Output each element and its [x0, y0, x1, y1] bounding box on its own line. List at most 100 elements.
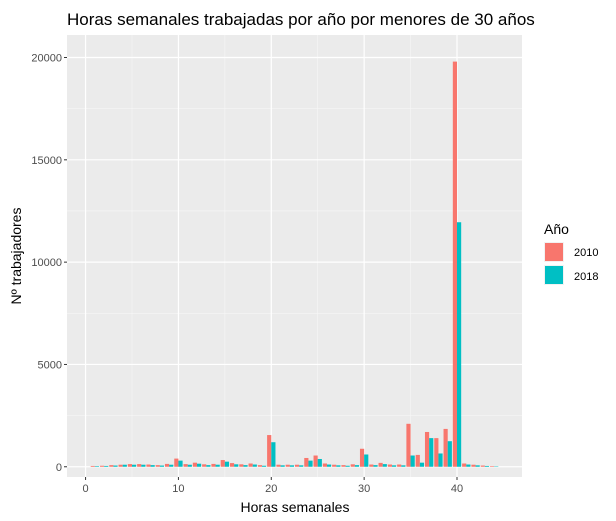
y-tick-label: 10000: [31, 257, 62, 269]
bar-2010-31: [369, 464, 374, 467]
legend-title: Año: [544, 221, 569, 237]
bar-2010-23: [294, 464, 300, 467]
bar-2010-6: [137, 464, 142, 467]
bar-2010-35: [406, 423, 411, 467]
bar-2018-9: [169, 464, 174, 467]
y-tick-label: 5000: [38, 359, 62, 371]
bar-2018-12: [197, 463, 202, 467]
bar-2018-38: [438, 453, 443, 467]
bar-2018-18: [252, 464, 257, 467]
x-tick-label: 40: [451, 483, 463, 495]
bar-2018-41: [466, 464, 471, 467]
y-tick-label: 20000: [31, 53, 62, 65]
bar-2018-28: [345, 465, 350, 467]
bar-2018-19: [262, 465, 267, 467]
bar-2018-16: [234, 464, 239, 467]
bar-2010-26: [322, 463, 327, 467]
bar-2010-14: [211, 463, 216, 467]
bar-2010-20: [267, 435, 272, 467]
bar-2018-21: [280, 465, 285, 467]
bar-2010-32: [378, 462, 383, 467]
x-tick-label: 0: [83, 483, 89, 495]
bar-2010-39: [443, 428, 448, 467]
bar-2010-19: [257, 465, 262, 467]
x-tick-label: 20: [265, 483, 277, 495]
bar-2018-35: [410, 455, 415, 467]
bar-2018-39: [447, 441, 452, 467]
bar-2010-28: [341, 465, 346, 467]
bar-2010-9: [164, 463, 170, 467]
bar-2010-2: [99, 465, 105, 467]
bar-2018-11: [187, 464, 192, 467]
bar-2018-8: [159, 465, 165, 467]
y-axis-title: Nº trabajadores: [8, 208, 24, 305]
minor-gridlines: [67, 35, 522, 477]
bar-2018-30: [364, 454, 369, 467]
bar-2018-42: [475, 465, 480, 467]
bar-2018-17: [243, 465, 248, 467]
bar-2010-33: [387, 464, 392, 467]
bar-2010-27: [332, 464, 337, 467]
bar-2018-36: [419, 462, 425, 467]
bar-2010-3: [109, 465, 114, 467]
legend: Año 2010 2018: [544, 221, 598, 285]
bar-2018-4: [122, 464, 127, 467]
bar-2010-18: [248, 463, 253, 467]
bar-2018-27: [336, 465, 341, 467]
legend-swatch-2010: [545, 243, 563, 261]
bar-2018-24: [308, 460, 313, 467]
bar-2018-1: [94, 466, 100, 467]
bar-2010-5: [127, 464, 132, 467]
bar-2010-44: [489, 466, 495, 467]
bar-2018-33: [392, 465, 397, 467]
bar-2018-31: [373, 465, 378, 467]
x-axis-title: Horas semanales: [241, 499, 350, 515]
bar-2018-34: [401, 465, 406, 467]
y-tick-label: 15000: [31, 155, 62, 167]
bar-2010-38: [434, 438, 439, 467]
bar-2010-24: [304, 457, 309, 467]
bar-2018-2: [104, 465, 109, 467]
bar-2018-26: [327, 464, 332, 467]
bar-2018-22: [289, 465, 295, 467]
bar-2010-41: [462, 463, 467, 467]
bar-2010-10: [174, 458, 179, 467]
bar-2018-25: [317, 458, 322, 467]
bar-2018-43: [484, 465, 490, 467]
bar-2010-7: [146, 464, 151, 467]
legend-label-2018: 2018: [574, 271, 598, 283]
bar-2010-17: [239, 464, 244, 467]
bar-2018-14: [215, 464, 220, 467]
bar-2010-12: [192, 462, 197, 467]
bar-2010-34: [397, 464, 402, 467]
bar-2018-6: [141, 464, 146, 467]
bar-2018-23: [299, 465, 304, 467]
bar-2010-37: [424, 431, 430, 467]
bar-2010-4: [118, 464, 123, 467]
bar-2010-1: [90, 465, 95, 467]
bar-2010-21: [276, 464, 281, 467]
bar-2010-40: [452, 61, 457, 467]
bar-2018-13: [206, 465, 211, 467]
x-tick-label: 30: [358, 483, 370, 495]
bar-2018-20: [271, 442, 276, 467]
legend-label-2010: 2010: [574, 247, 598, 259]
bar-2018-37: [429, 438, 434, 467]
y-tick-label: 0: [56, 462, 62, 474]
major-gridlines: [67, 35, 522, 477]
bar-2010-11: [183, 464, 188, 467]
bar-2010-42: [471, 464, 476, 467]
bar-2010-29: [350, 464, 355, 467]
bar-2010-8: [155, 465, 160, 467]
bar-2010-25: [313, 455, 318, 467]
bar-2018-10: [178, 460, 183, 467]
bar-2010-30: [359, 448, 365, 467]
legend-swatch-2018: [545, 266, 563, 284]
bar-2010-13: [202, 464, 207, 467]
chart-title: Horas semanales trabajadas por año por m…: [67, 10, 535, 29]
y-axis: 0 5000 10000 15000 20000: [31, 53, 67, 474]
bar-2010-36: [415, 454, 420, 467]
bar-2018-15: [224, 461, 230, 467]
x-tick-label: 10: [172, 483, 184, 495]
